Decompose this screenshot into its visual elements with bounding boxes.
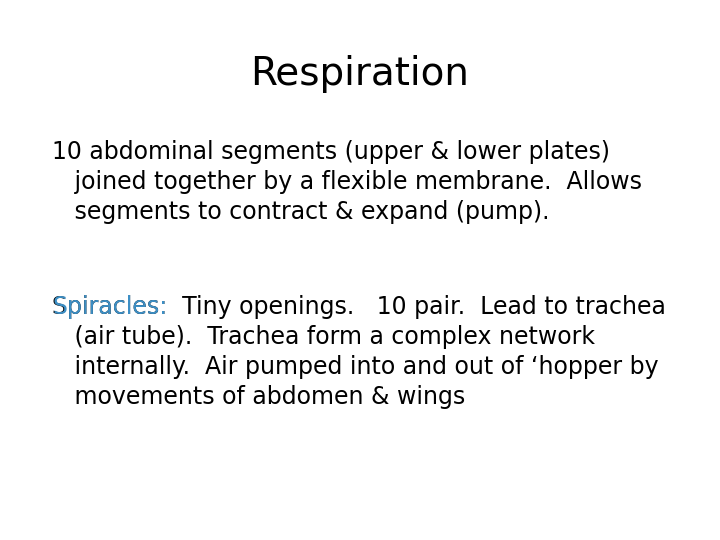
- Text: Spiracles:  Tiny openings.   10 pair.  Lead to trachea: Spiracles: Tiny openings. 10 pair. Lead …: [52, 295, 666, 319]
- Text: internally.  Air pumped into and out of ‘hopper by: internally. Air pumped into and out of ‘…: [52, 355, 659, 379]
- Text: segments to contract & expand (pump).: segments to contract & expand (pump).: [52, 200, 549, 224]
- Text: 10 abdominal segments (upper & lower plates): 10 abdominal segments (upper & lower pla…: [52, 140, 610, 164]
- Text: Spiracles:: Spiracles:: [52, 295, 167, 319]
- Text: movements of abdomen & wings: movements of abdomen & wings: [52, 385, 465, 409]
- Text: joined together by a flexible membrane.  Allows: joined together by a flexible membrane. …: [52, 170, 642, 194]
- Text: Respiration: Respiration: [251, 55, 469, 93]
- Text: (air tube).  Trachea form a complex network: (air tube). Trachea form a complex netwo…: [52, 325, 595, 349]
